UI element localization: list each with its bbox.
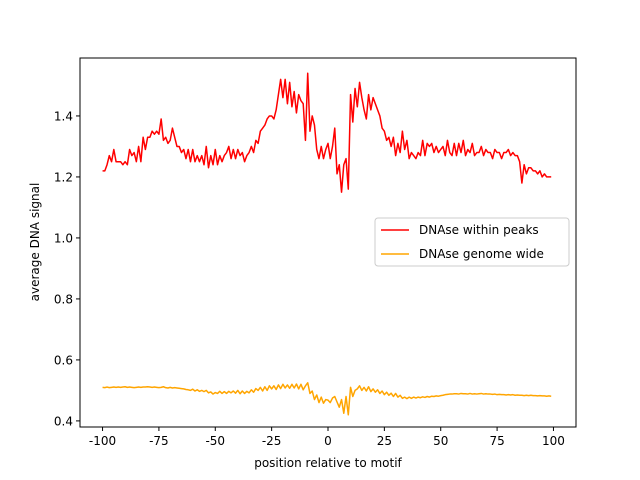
x-tick-label: 0 xyxy=(324,434,332,448)
x-tick-label: -75 xyxy=(149,434,169,448)
x-tick-label: -25 xyxy=(262,434,282,448)
series-line-within-peaks xyxy=(102,72,552,193)
y-tick-label: 1.0 xyxy=(54,231,73,245)
y-tick-label: 1.2 xyxy=(54,170,73,184)
series-layer xyxy=(102,72,552,416)
x-tick-label: -100 xyxy=(89,434,116,448)
y-tick-label: 0.8 xyxy=(54,292,73,306)
y-tick-label: 1.4 xyxy=(54,109,73,123)
x-axis-ticks: -100 -75 -50 -25 0 25 50 75 100 xyxy=(89,427,565,448)
x-tick-label: 50 xyxy=(433,434,448,448)
legend-label-within-peaks: DNAse within peaks xyxy=(419,223,539,237)
x-axis-label: position relative to motif xyxy=(254,456,402,470)
x-tick-label: 25 xyxy=(377,434,392,448)
y-axis-ticks: 0.4 0.6 0.8 1.0 1.2 1.4 xyxy=(54,109,80,428)
y-tick-label: 0.6 xyxy=(54,353,73,367)
legend-label-genome-wide: DNAse genome wide xyxy=(419,247,544,261)
series-line-genome-wide xyxy=(102,382,552,416)
x-tick-label: 100 xyxy=(542,434,565,448)
x-tick-label: -50 xyxy=(205,434,225,448)
legend-box xyxy=(374,217,570,267)
legend: DNAse within peaks DNAse genome wide xyxy=(374,217,570,267)
y-tick-label: 0.4 xyxy=(54,414,73,428)
y-axis-label: average DNA signal xyxy=(28,183,42,302)
x-tick-label: 75 xyxy=(489,434,504,448)
